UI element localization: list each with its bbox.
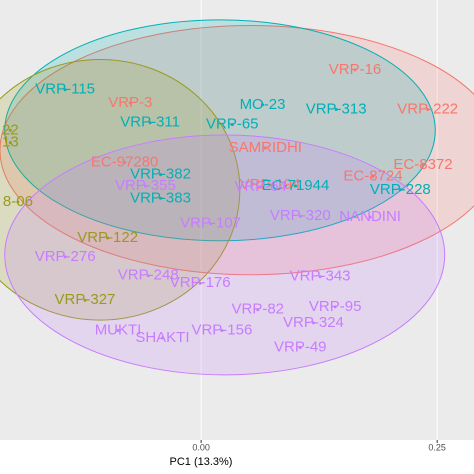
point-label: VRP-327 bbox=[55, 291, 116, 308]
point bbox=[63, 88, 67, 92]
point-label: 22 bbox=[2, 121, 19, 138]
point bbox=[159, 196, 163, 200]
x-axis-title: PC1 (13.3%) bbox=[170, 456, 233, 468]
point-label: VRP-311 bbox=[120, 114, 180, 131]
point bbox=[398, 188, 402, 192]
point bbox=[426, 108, 430, 112]
point-label: VRP-228 bbox=[370, 181, 431, 198]
point-label: VRP-313 bbox=[306, 100, 367, 117]
point bbox=[371, 175, 375, 179]
point-label: VRP-383 bbox=[130, 189, 191, 206]
point bbox=[83, 298, 87, 302]
point-label: EC-8724 bbox=[343, 168, 402, 185]
point bbox=[260, 103, 264, 107]
point bbox=[421, 163, 425, 167]
point-label: VRP-115 bbox=[35, 81, 95, 98]
point-label: EC-8372 bbox=[393, 156, 452, 173]
point-label: VRP-222 bbox=[397, 100, 458, 117]
point-label: VRP-248 bbox=[118, 267, 179, 284]
point bbox=[143, 184, 147, 188]
point bbox=[259, 185, 263, 189]
confidence-ellipse bbox=[0, 25, 474, 276]
point bbox=[230, 123, 234, 127]
point bbox=[294, 184, 298, 188]
point bbox=[146, 274, 150, 278]
point-label: VRP-107 bbox=[180, 215, 241, 232]
point bbox=[148, 121, 152, 125]
point bbox=[333, 305, 337, 309]
point-label: VRP-49 bbox=[274, 338, 327, 355]
x-tick-label: 0.25 bbox=[428, 442, 446, 452]
point bbox=[268, 183, 272, 187]
point bbox=[106, 236, 110, 240]
point-label: VRP-3 bbox=[108, 94, 152, 111]
point bbox=[8, 141, 12, 145]
point bbox=[116, 328, 120, 332]
point bbox=[160, 336, 164, 340]
point-label: VRP-382 bbox=[130, 166, 191, 183]
point-label: VRP-324 bbox=[283, 314, 344, 331]
point bbox=[263, 146, 267, 150]
point-label: 8-06 bbox=[3, 193, 33, 210]
x-tick-label: 0.00 bbox=[192, 442, 210, 452]
point-label: VRP-122 bbox=[77, 229, 138, 246]
point-label: 13 bbox=[2, 134, 19, 151]
point bbox=[16, 200, 20, 204]
point-label: VRP-194 bbox=[240, 176, 301, 193]
point bbox=[311, 321, 315, 325]
point-label: VRP-64 bbox=[234, 178, 287, 195]
point bbox=[63, 255, 67, 259]
point-label: VRP-276 bbox=[35, 248, 96, 265]
point bbox=[220, 328, 224, 332]
point-label: VRP-16 bbox=[329, 61, 382, 78]
point bbox=[298, 214, 302, 218]
point-label: MUKTI bbox=[95, 321, 142, 338]
point-label: VRP-65 bbox=[206, 116, 259, 133]
point bbox=[256, 308, 260, 312]
confidence-ellipse bbox=[4, 134, 446, 376]
point bbox=[8, 128, 12, 132]
point bbox=[318, 275, 322, 279]
point bbox=[353, 68, 357, 72]
point-label: VRP-343 bbox=[290, 268, 351, 285]
point-label: VRP-156 bbox=[191, 321, 252, 338]
point bbox=[368, 215, 372, 219]
point bbox=[298, 345, 302, 349]
point bbox=[159, 173, 163, 177]
point-label: EC-97280 bbox=[91, 153, 159, 170]
point bbox=[198, 281, 202, 285]
point bbox=[128, 101, 132, 105]
point-label: VRP-176 bbox=[170, 274, 231, 291]
point bbox=[123, 160, 127, 164]
point-label: VRP-82 bbox=[232, 301, 285, 318]
confidence-ellipse bbox=[4, 19, 436, 242]
point-label: VRP-95 bbox=[309, 298, 362, 315]
point-label: VRP-320 bbox=[270, 207, 331, 224]
point bbox=[209, 222, 213, 226]
point-label: VRP-355 bbox=[115, 177, 176, 194]
point-label: EC-71944 bbox=[262, 177, 330, 194]
point-label: NANDINI bbox=[339, 208, 401, 225]
point-label: SAMRIDHI bbox=[229, 139, 302, 156]
panel bbox=[0, 0, 474, 440]
point-label: SHAKTI bbox=[135, 329, 189, 346]
confidence-ellipse bbox=[0, 59, 241, 321]
point-label: MO-23 bbox=[240, 96, 286, 113]
point bbox=[334, 108, 338, 112]
